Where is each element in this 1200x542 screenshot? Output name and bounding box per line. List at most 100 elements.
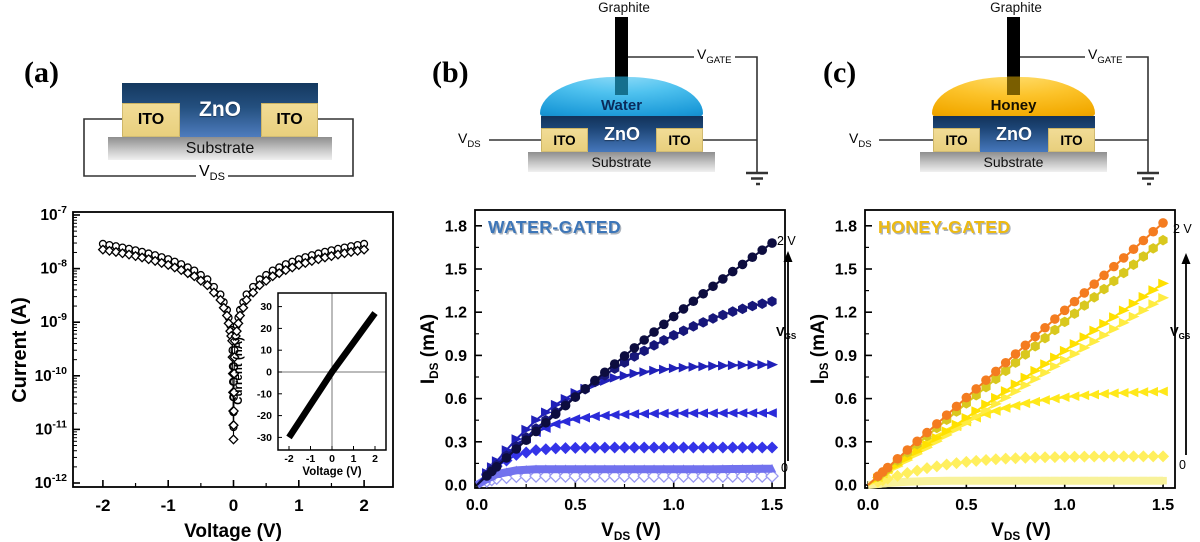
graphite-label-c: Graphite <box>990 0 1042 15</box>
svg-text:-20: -20 <box>257 410 272 422</box>
ito-label: ITO <box>1060 132 1083 148</box>
vgate-label-c: VGATE <box>1085 46 1126 67</box>
ito-contact-b-left: ITO <box>541 128 588 152</box>
svg-text:0: 0 <box>781 461 788 475</box>
wire-gate-b <box>628 56 758 172</box>
ito-contact-a-right: ITO <box>261 103 318 137</box>
substrate-label-b: Substrate <box>591 154 652 170</box>
substrate-label-c: Substrate <box>983 154 1044 170</box>
svg-text:-1: -1 <box>306 453 315 465</box>
axes: 0.0 0.5 1.0 1.5 0.0 0.3 0.6 0.9 1.2 1.5 1.8 VDS (V)… <box>420 209 786 542</box>
ito-contact-b-right: ITO <box>656 128 703 152</box>
svg-text:1: 1 <box>351 453 357 465</box>
gate-voltage-annotation: 2 V VGS 0 <box>1170 222 1192 472</box>
axes: 0.0 0.5 1.0 1.5 0.0 0.3 0.6 0.9 1.2 1.5 1.8 VDS (V)… <box>810 209 1176 542</box>
svg-text:0.5: 0.5 <box>564 497 586 514</box>
honey-label: Honey <box>990 97 1037 114</box>
svg-text:0.9: 0.9 <box>445 348 467 365</box>
series-vgs-step-5 <box>867 234 1168 486</box>
vds-label-b: VDS <box>455 130 484 151</box>
svg-text:1.8: 1.8 <box>835 218 857 235</box>
ito-contact-c-left: ITO <box>933 128 980 152</box>
series-vgs-step-4 <box>867 278 1170 486</box>
svg-text:1.2: 1.2 <box>835 305 857 322</box>
svg-text:1.5: 1.5 <box>835 262 857 279</box>
svg-text:VDS (V): VDS (V) <box>601 520 661 542</box>
svg-text:2: 2 <box>372 453 378 465</box>
svg-text:1.5: 1.5 <box>1152 497 1174 514</box>
water-gated-chart: 0.0 0.5 1.0 1.5 0.0 0.3 0.6 0.9 1.2 1.5 1.8 VDS (V)… <box>420 209 797 542</box>
panel-label-b: (b) <box>432 56 469 89</box>
svg-text:0.6: 0.6 <box>835 391 857 408</box>
graphite-rod-c <box>1007 17 1020 95</box>
svg-text:IDS (mA): IDS (mA) <box>810 314 831 384</box>
ito-label: ITO <box>276 111 303 128</box>
ground-symbol-b <box>746 171 768 186</box>
svg-text:2: 2 <box>359 496 368 515</box>
svg-text:0: 0 <box>229 496 238 515</box>
series-vgs-2.0V <box>476 238 777 486</box>
svg-text:1.8: 1.8 <box>445 218 467 235</box>
svg-text:1.5: 1.5 <box>445 262 467 279</box>
series-vgs-2.0V <box>867 218 1168 486</box>
ito-contact-a-left: ITO <box>122 103 180 137</box>
substrate-label-a: Substrate <box>185 139 255 157</box>
svg-text:1.0: 1.0 <box>1054 497 1076 514</box>
svg-text:0.3: 0.3 <box>835 434 857 451</box>
svg-text:-30: -30 <box>257 432 272 444</box>
svg-text:0.0: 0.0 <box>835 478 857 495</box>
ito-label: ITO <box>553 132 576 148</box>
zno-label-b: ZnO <box>604 123 640 144</box>
svg-text:Voltage (V): Voltage (V) <box>184 521 282 542</box>
svg-text:-1: -1 <box>161 496 176 515</box>
series-vgs-step-1 <box>867 450 1170 488</box>
panel-label-c: (c) <box>823 56 857 89</box>
svg-text:WATER-GATED: WATER-GATED <box>488 217 621 237</box>
series-vgs-step-5 <box>476 296 777 486</box>
svg-text:0: 0 <box>1179 458 1186 472</box>
substrate-b: Substrate <box>528 152 715 172</box>
substrate-a: Substrate <box>108 137 332 160</box>
svg-text:HONEY-GATED: HONEY-GATED <box>878 217 1011 237</box>
svg-text:0.6: 0.6 <box>445 391 467 408</box>
svg-text:0.9: 0.9 <box>835 348 857 365</box>
zno-label-c: ZnO <box>996 123 1032 144</box>
svg-text:10-8: 10-8 <box>40 258 67 278</box>
svg-text:30: 30 <box>260 301 272 313</box>
svg-text:-10: -10 <box>257 388 272 400</box>
svg-text:1.5: 1.5 <box>761 497 783 514</box>
honey-gated-chart: 0.0 0.5 1.0 1.5 0.0 0.3 0.6 0.9 1.2 1.5 1.8 VDS (V)… <box>810 209 1192 542</box>
series-vgs-0V <box>867 476 1167 489</box>
svg-text:WATER-GATED: WATER-GATED <box>489 218 622 238</box>
ito-label: ITO <box>945 132 968 148</box>
svg-text:10-12: 10-12 <box>35 472 68 492</box>
svg-text:-2: -2 <box>95 496 110 515</box>
svg-text:10-7: 10-7 <box>40 204 67 224</box>
svg-text:1.2: 1.2 <box>445 305 467 322</box>
iv-log-chart: -2 -1 0 1 210-710-810-910-1010-1110-12Voltag… <box>10 204 394 542</box>
svg-text:10-11: 10-11 <box>35 418 67 438</box>
svg-text:10-9: 10-9 <box>40 311 67 331</box>
svg-text:HONEY-GATED: HONEY-GATED <box>879 218 1012 238</box>
svg-text:2 V: 2 V <box>1173 222 1192 236</box>
ito-label: ITO <box>137 111 165 128</box>
zno-label-a: ZnO <box>199 98 241 121</box>
svg-text:0: 0 <box>329 453 335 465</box>
svg-text:VGS: VGS <box>1170 324 1191 341</box>
wire-gate-c <box>1020 56 1149 172</box>
svg-text:10-10: 10-10 <box>35 365 68 385</box>
svg-text:VGS: VGS <box>776 324 797 341</box>
axes: -2 -1 0 1 210-710-810-910-1010-1110-12Voltag… <box>10 204 394 542</box>
svg-text:Voltage (V): Voltage (V) <box>302 466 361 478</box>
svg-text:0.0: 0.0 <box>445 478 467 495</box>
substrate-c: Substrate <box>920 152 1107 172</box>
svg-text:0.0: 0.0 <box>857 497 879 514</box>
vgate-label-b: VGATE <box>694 46 735 67</box>
svg-text:1: 1 <box>294 496 303 515</box>
graphite-label-b: Graphite <box>598 0 650 15</box>
ito-contact-c-right: ITO <box>1048 128 1095 152</box>
svg-text:0.5: 0.5 <box>955 497 977 514</box>
